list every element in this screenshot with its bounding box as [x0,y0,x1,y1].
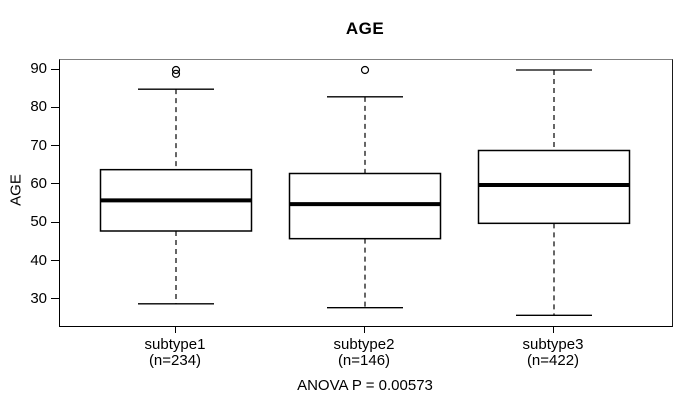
y-tick-label: 50 [30,213,47,231]
group-name: subtype2 [333,336,395,353]
x-tick-mark [174,326,176,333]
outlier-point [171,69,181,78]
outlier-point [171,65,181,75]
y-tick-mark [51,260,59,262]
y-tick-label: 30 [30,289,47,307]
y-tick-mark [51,68,59,70]
boxplot-subtype3 [477,69,631,316]
x-group-label-subtype1: subtype1 (n=234) [105,337,245,369]
y-tick-mark [51,298,59,300]
group-n: (n=146) [337,352,391,369]
y-tick-mark [51,183,59,185]
y-tick-label: 80 [30,98,47,116]
y-tick-label: 90 [30,60,47,77]
y-tick-label: 70 [30,136,47,154]
boxplot-subtype1 [99,65,253,305]
chart-title: AGE [345,19,385,38]
boxplot-subtype2 [288,65,442,309]
outlier-point [360,65,370,75]
boxplot-canvas [99,65,631,316]
y-tick-mark [51,145,59,147]
x-tick-mark [363,326,365,333]
x-group-label-subtype2: subtype2 (n=146) [294,337,434,369]
group-name: subtype3 [522,336,584,353]
group-n: (n=234) [148,352,202,369]
y-tick-mark [51,221,59,223]
group-n: (n=422) [526,352,580,369]
y-tick-label: 60 [30,174,47,192]
group-name: subtype1 [144,336,206,353]
plot-area [59,59,673,327]
y-tick-label: 40 [30,251,47,269]
y-tick-mark [51,106,59,108]
x-tick-mark [552,326,554,333]
anova-annotation: ANOVA P = 0.00573 [297,377,433,394]
x-group-label-subtype3: subtype3 (n=422) [483,337,623,369]
